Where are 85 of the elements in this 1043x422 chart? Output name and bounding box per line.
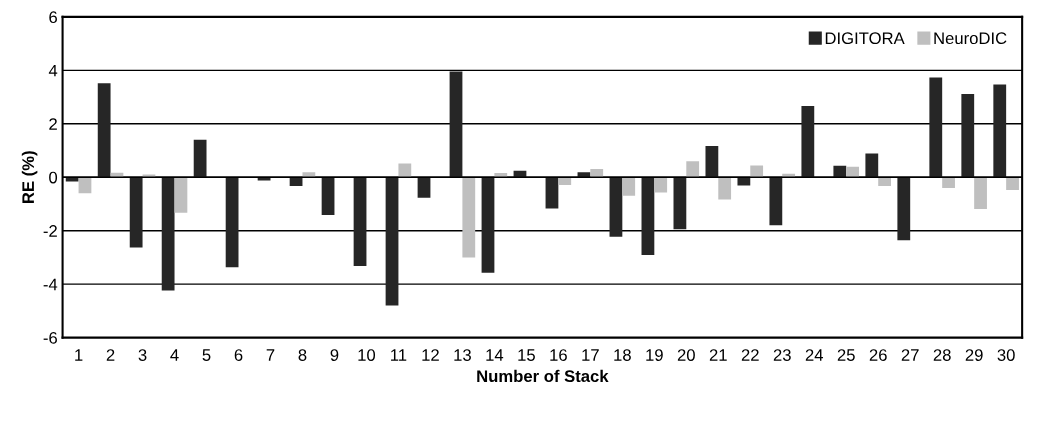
x-tick-label: 3 <box>138 349 147 361</box>
x-tick-label: 29 <box>965 349 983 361</box>
x-tick-label: 24 <box>805 349 824 361</box>
bar <box>462 177 476 258</box>
bar <box>641 177 655 256</box>
bar <box>718 177 732 200</box>
y-tick-label: -6 <box>43 332 57 344</box>
x-tick-label: 21 <box>709 349 727 361</box>
bar <box>846 166 860 178</box>
bar <box>673 177 687 230</box>
x-tick-label: 20 <box>677 349 695 361</box>
bar <box>961 94 975 178</box>
x-tick-label: 12 <box>422 349 439 361</box>
bar <box>750 165 764 178</box>
bar <box>737 177 751 186</box>
bar <box>417 177 431 198</box>
x-tick-label: 27 <box>901 349 919 361</box>
bar <box>801 105 815 178</box>
x-tick-label: 19 <box>646 349 663 361</box>
bar <box>398 163 412 178</box>
x-tick-label: 9 <box>330 349 339 361</box>
bar <box>897 177 911 241</box>
y-tick-label: 4 <box>48 64 58 77</box>
x-tick-label: 28 <box>933 349 951 361</box>
x-tick-label: 6 <box>234 349 243 361</box>
x-tick-label: 23 <box>773 349 791 361</box>
bar <box>97 83 111 178</box>
bar <box>705 145 719 178</box>
x-tick-label: 1 <box>75 349 83 361</box>
x-tick-label: 16 <box>550 349 567 361</box>
bar <box>321 177 335 215</box>
bar <box>353 177 367 266</box>
x-tick-label: 25 <box>837 349 855 361</box>
bar <box>1006 177 1019 191</box>
bar <box>622 177 636 196</box>
bar <box>545 177 559 209</box>
bar <box>193 139 207 178</box>
bar <box>609 177 623 237</box>
bar <box>942 177 955 188</box>
bar <box>129 177 143 248</box>
bar <box>174 177 188 213</box>
legend-label: DIGITORA <box>825 32 905 45</box>
x-tick-label: 22 <box>741 349 759 361</box>
bar <box>558 177 572 185</box>
bar <box>878 177 891 187</box>
bar <box>385 177 399 306</box>
x-tick-label: 7 <box>266 349 275 361</box>
bar <box>993 84 1007 178</box>
y-axis-title: RE (%) <box>21 151 38 203</box>
bar <box>65 177 79 182</box>
x-tick-label: 14 <box>486 349 504 361</box>
x-tick-label: 5 <box>202 349 211 361</box>
bar <box>225 177 239 268</box>
bar <box>302 172 316 178</box>
bar <box>654 177 668 193</box>
x-tick-label: 4 <box>170 349 179 361</box>
x-tick-label: 10 <box>358 349 376 361</box>
x-tick-label: 11 <box>391 349 407 361</box>
x-tick-label: 15 <box>518 349 535 361</box>
bar <box>161 177 175 291</box>
bar <box>577 172 591 178</box>
y-tick-label: -2 <box>43 225 57 237</box>
bar <box>974 177 987 210</box>
bar <box>686 161 700 178</box>
bar <box>833 165 847 178</box>
bar <box>494 172 508 178</box>
bar <box>769 177 783 226</box>
bar <box>590 168 604 178</box>
x-tick-label: 13 <box>454 349 471 361</box>
legend-label: NeuroDIC <box>934 32 1007 45</box>
bar <box>449 71 463 178</box>
x-tick-label: 8 <box>298 349 307 361</box>
x-tick-label: 17 <box>582 349 599 361</box>
x-axis-title: Number of Stack <box>477 369 609 383</box>
bar <box>481 177 495 273</box>
y-tick-label: 0 <box>49 171 58 184</box>
y-tick-label: 6 <box>49 11 57 24</box>
bar <box>929 77 943 178</box>
y-tick-label: -4 <box>43 278 58 291</box>
x-tick-label: 18 <box>614 349 631 361</box>
x-tick-label: 30 <box>997 349 1015 361</box>
bar <box>865 153 879 178</box>
x-tick-label: 26 <box>869 349 887 361</box>
y-tick-label: 2 <box>49 118 57 130</box>
x-tick-label: 2 <box>106 349 115 361</box>
